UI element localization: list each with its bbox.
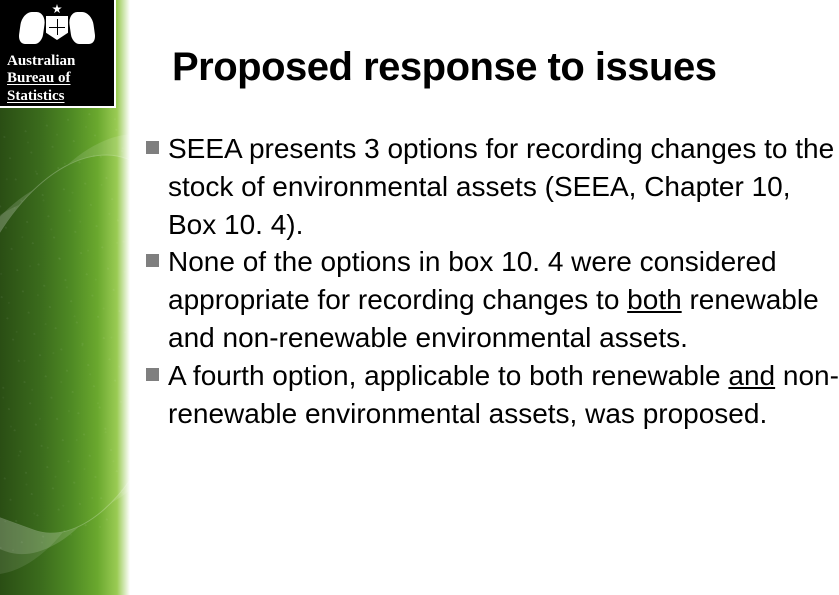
abs-logo: Australian Bureau of Statistics	[0, 0, 116, 108]
bullet-item: None of the options in box 10. 4 were co…	[146, 243, 839, 356]
bullet-item: A fourth option, applicable to both rene…	[146, 357, 839, 433]
logo-line-2: Bureau of	[7, 70, 107, 87]
bullet-text-pre: SEEA presents 3 options for recording ch…	[168, 133, 834, 240]
logo-text: Australian Bureau of Statistics	[7, 53, 107, 105]
bullet-item: SEEA presents 3 options for recording ch…	[146, 130, 839, 243]
slide-body: SEEA presents 3 options for recording ch…	[146, 130, 839, 432]
coat-of-arms-icon	[10, 6, 104, 50]
logo-line-1: Australian	[7, 53, 107, 70]
bullet-text-pre: A fourth option, applicable to both rene…	[168, 360, 728, 391]
logo-line-3: Statistics	[7, 88, 107, 105]
slide-title: Proposed response to issues	[172, 45, 716, 90]
bullet-text-underline: and	[728, 360, 775, 391]
bullet-text-underline: both	[627, 284, 682, 315]
